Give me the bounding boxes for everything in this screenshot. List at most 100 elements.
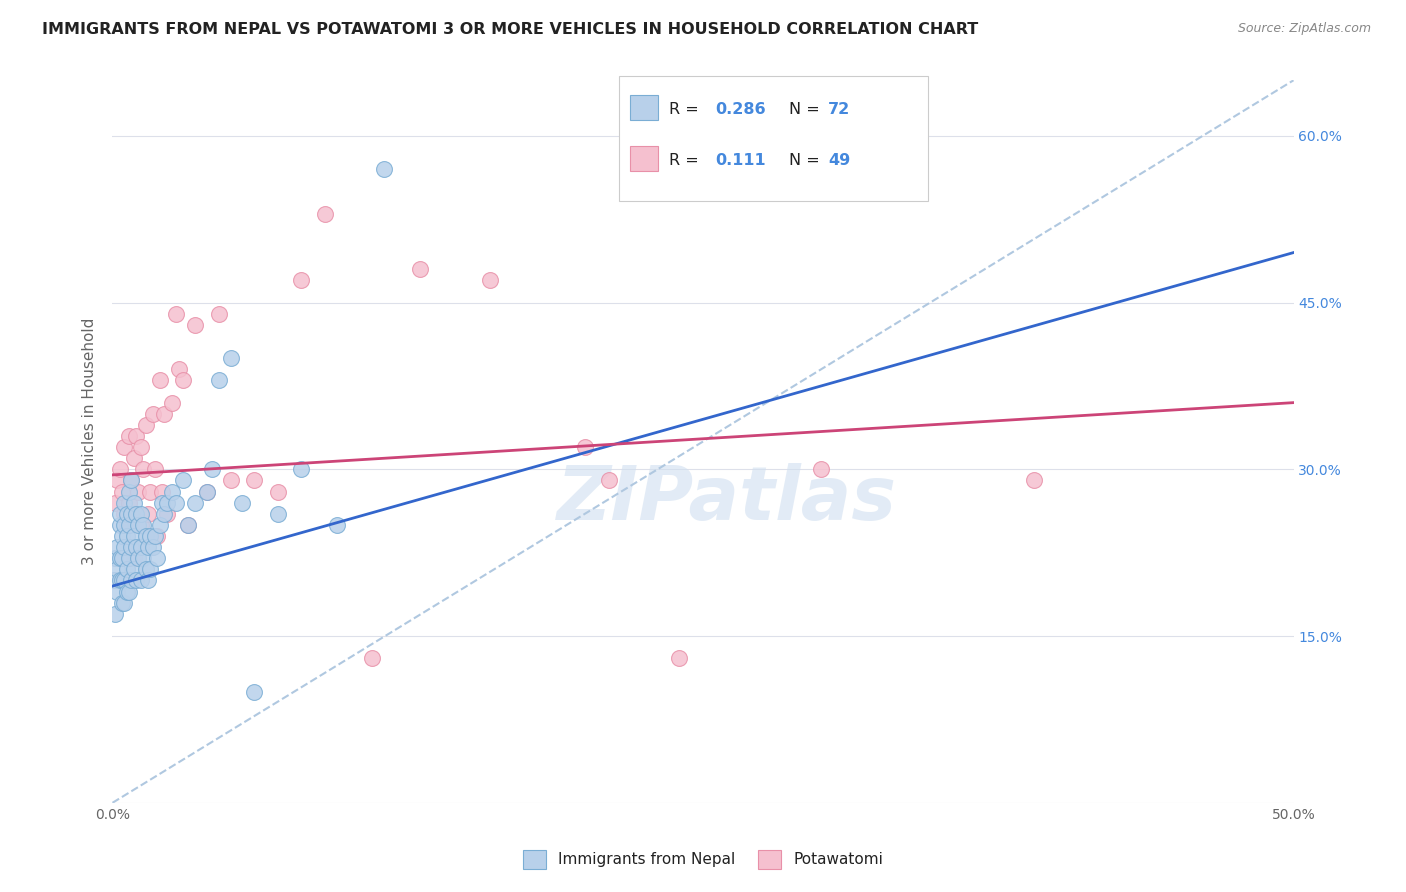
Point [1022,474,1045,488]
Point [105,474,128,488]
Point [118,484,141,499]
Point [115,517,138,532]
Point [143,529,166,543]
Point [243,684,266,698]
Point [122,551,145,566]
Point [172,474,194,488]
Point [156,507,179,521]
Point [132,551,155,566]
Point [104,496,127,510]
Point [112,496,135,510]
Point [129,517,152,532]
Point [153,407,176,421]
Point [373,162,395,177]
Point [160,484,183,499]
Point [105,562,128,576]
Point [142,407,165,421]
Point [111,596,134,610]
Point [112,540,135,554]
Y-axis label: 3 or more Vehicles in Household: 3 or more Vehicles in Household [82,318,97,566]
Point [208,307,231,321]
Point [208,373,231,387]
Point [104,551,127,566]
Point [132,462,155,476]
Point [108,517,131,532]
Text: N =: N = [789,153,825,168]
Text: IMMIGRANTS FROM NEPAL VS POTAWATOMI 3 OR MORE VEHICLES IN HOUSEHOLD CORRELATION : IMMIGRANTS FROM NEPAL VS POTAWATOMI 3 OR… [42,22,979,37]
Point [111,551,134,566]
Point [108,507,131,521]
Point [290,273,312,287]
Point [314,207,336,221]
Point [118,584,141,599]
Point [153,507,176,521]
Point [115,529,138,543]
Point [150,484,173,499]
Point [129,540,152,554]
Point [127,517,149,532]
Point [201,462,224,476]
Point [195,484,218,499]
Point [668,651,690,665]
Point [165,496,187,510]
Point [118,496,141,510]
Point [574,440,596,454]
Point [408,262,430,277]
Point [177,517,200,532]
Point [111,529,134,543]
Text: Source: ZipAtlas.com: Source: ZipAtlas.com [1237,22,1371,36]
Point [160,395,183,409]
Point [219,351,242,366]
Point [115,562,138,576]
Point [125,507,148,521]
Point [290,462,312,476]
Point [105,540,128,554]
Point [122,529,145,543]
Point [125,574,148,588]
Point [139,529,162,543]
Point [479,273,502,287]
Point [195,484,218,499]
Text: ZIPatlas: ZIPatlas [557,463,897,536]
Legend: Immigrants from Nepal, Potawatomi: Immigrants from Nepal, Potawatomi [517,844,889,875]
Point [118,429,141,443]
Point [127,551,149,566]
Point [231,496,253,510]
Point [108,462,131,476]
Text: N =: N = [789,103,825,117]
Point [156,496,179,510]
Point [129,507,152,521]
Point [136,507,159,521]
Point [146,529,169,543]
Point [125,429,148,443]
Point [143,462,166,476]
Point [243,474,266,488]
Point [108,551,131,566]
Point [267,507,290,521]
Point [136,540,159,554]
Point [112,596,135,610]
Point [139,484,162,499]
Text: 0.286: 0.286 [716,103,766,117]
Text: R =: R = [669,153,709,168]
Point [810,462,832,476]
Point [104,607,127,621]
Point [118,517,141,532]
Point [108,574,131,588]
Point [135,529,157,543]
Point [122,496,145,510]
Point [326,517,349,532]
Point [118,551,141,566]
Point [115,507,138,521]
Point [139,562,162,576]
Point [165,307,187,321]
Point [267,484,290,499]
Point [135,562,157,576]
Point [120,474,142,488]
Point [184,496,207,510]
Point [122,451,145,466]
Point [184,318,207,332]
Point [112,517,135,532]
Point [122,562,145,576]
Point [129,574,152,588]
